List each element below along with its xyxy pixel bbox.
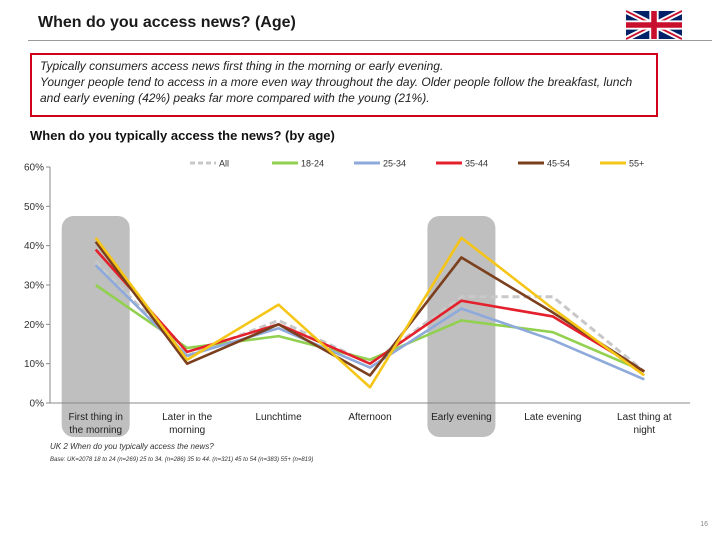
highlight-band bbox=[427, 216, 496, 437]
x-category-label: First thing in the morning bbox=[68, 412, 122, 436]
series-line-35-44 bbox=[94, 248, 645, 373]
chart-title: When do you typically access the news? (… bbox=[30, 128, 335, 143]
page-number: 16 bbox=[700, 521, 708, 528]
highlight-band bbox=[61, 216, 130, 437]
x-category-label: Afternoon bbox=[348, 412, 391, 423]
series-line-45-54 bbox=[94, 240, 645, 377]
series-line-25-34 bbox=[94, 264, 645, 381]
y-tick-label: 20% bbox=[24, 320, 44, 331]
y-tick-label: 40% bbox=[24, 241, 44, 252]
title-divider bbox=[28, 40, 712, 41]
union-jack-flag-icon bbox=[626, 10, 682, 40]
callout-line-1: Typically consumers access news first th… bbox=[40, 59, 444, 73]
legend-label: 25-34 bbox=[383, 159, 406, 169]
callout-line-2: Younger people tend to access in a more … bbox=[40, 75, 633, 105]
legend-label: 18-24 bbox=[301, 159, 324, 169]
y-tick-label: 10% bbox=[24, 359, 44, 370]
x-category-label: Last thing at night bbox=[617, 412, 672, 436]
summary-callout: Typically consumers access news first th… bbox=[30, 53, 658, 117]
legend-label: 55+ bbox=[629, 159, 644, 169]
x-category-label: Lunchtime bbox=[256, 412, 303, 423]
series-line-55+ bbox=[94, 236, 646, 389]
y-tick-label: 60% bbox=[24, 163, 44, 174]
legend-label: All bbox=[219, 159, 229, 169]
y-tick-label: 50% bbox=[24, 202, 44, 213]
base-footnote: Base: UK=2078 18 to 24 (n=269) 25 to 34.… bbox=[50, 457, 314, 463]
y-tick-label: 0% bbox=[30, 399, 45, 410]
page-title: When do you access news? (Age) bbox=[38, 14, 296, 31]
legend-label: 45-54 bbox=[547, 159, 570, 169]
x-category-label: Early evening bbox=[431, 412, 492, 423]
x-category-label: Late evening bbox=[524, 412, 581, 423]
question-footnote: UK 2 When do you typically access the ne… bbox=[50, 442, 214, 451]
legend-label: 35-44 bbox=[465, 159, 488, 169]
series-line-18-24 bbox=[94, 283, 645, 373]
x-category-label: Later in the morning bbox=[162, 412, 212, 436]
y-tick-label: 30% bbox=[24, 281, 44, 292]
